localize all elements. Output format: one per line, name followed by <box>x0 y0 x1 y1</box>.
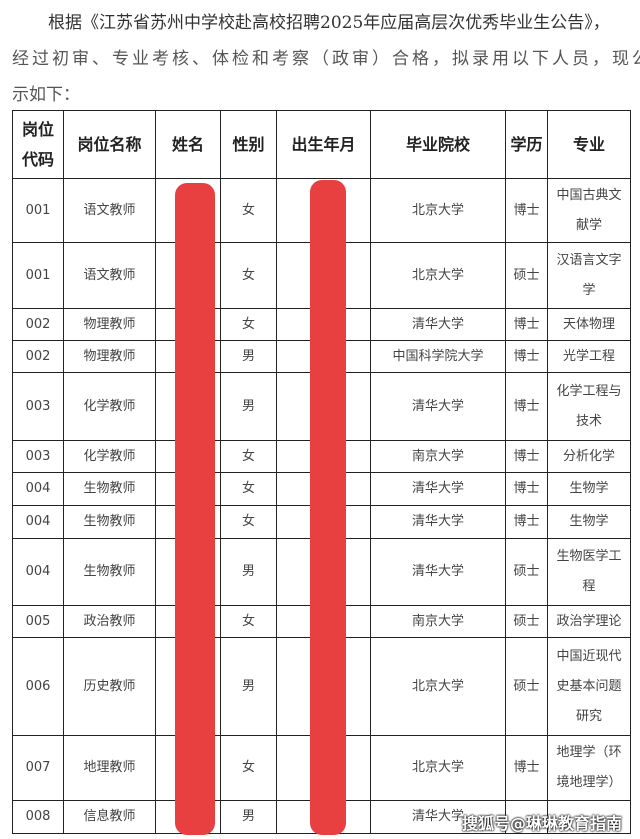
cell-post: 化学教师 <box>63 440 156 473</box>
column-header: 出生年月 <box>276 110 371 179</box>
cell-degree: 博士 <box>505 308 548 341</box>
cell-post: 物理教师 <box>63 308 156 341</box>
cell-gender: 女 <box>220 308 277 341</box>
column-header: 学历 <box>505 110 548 179</box>
cell-post: 物理教师 <box>63 340 156 373</box>
cell-degree: 博士 <box>505 472 548 506</box>
cell-major: 中国古典文献学 <box>547 178 631 243</box>
cell-school: 北京大学 <box>370 242 506 309</box>
cell-gender: 男 <box>220 538 277 606</box>
cell-school: 南京大学 <box>370 605 506 638</box>
cell-major: 化学工程与技术 <box>547 372 631 441</box>
cell-code: 003 <box>12 440 64 473</box>
cell-code: 004 <box>12 538 64 606</box>
cell-major: 生物学 <box>547 505 631 539</box>
cell-post: 化学教师 <box>63 372 156 441</box>
cell-major: 政治学理论 <box>547 605 631 638</box>
column-header: 姓名 <box>155 110 221 179</box>
cell-gender: 女 <box>220 605 277 638</box>
cell-gender: 男 <box>220 372 277 441</box>
cell-post: 信息教师 <box>63 800 156 834</box>
column-header: 岗位代码 <box>12 110 64 179</box>
cell-degree: 博士 <box>505 340 548 373</box>
cell-gender: 女 <box>220 440 277 473</box>
column-header: 专业 <box>547 110 631 179</box>
cell-degree: 博士 <box>505 440 548 473</box>
cell-major: 分析化学 <box>547 440 631 473</box>
cell-code: 001 <box>12 178 64 243</box>
cell-code: 004 <box>12 472 64 506</box>
table-row: 003 化学教师 女 南京大学 博士 分析化学 <box>12 440 631 473</box>
cell-post: 政治教师 <box>63 605 156 638</box>
cell-major: 生物医学工程 <box>547 538 631 606</box>
cell-gender: 男 <box>220 340 277 373</box>
cell-major: 光学工程 <box>547 340 631 373</box>
cell-major: 中国近现代史基本问题研究 <box>547 637 631 736</box>
cell-school: 北京大学 <box>370 178 506 243</box>
cell-degree: 博士 <box>505 505 548 539</box>
cell-code: 002 <box>12 308 64 341</box>
cell-post: 地理教师 <box>63 735 156 801</box>
column-header: 毕业院校 <box>370 110 506 179</box>
cell-major: 汉语言文字学 <box>547 242 631 309</box>
cell-school: 清华大学 <box>370 505 506 539</box>
cell-post: 生物教师 <box>63 505 156 539</box>
cell-school: 清华大学 <box>370 372 506 441</box>
cell-post: 语文教师 <box>63 242 156 309</box>
cell-post: 语文教师 <box>63 178 156 243</box>
cell-degree: 博士 <box>505 178 548 243</box>
cell-gender: 女 <box>220 505 277 539</box>
cell-gender: 女 <box>220 735 277 801</box>
table-row: 006 历史教师男北京大学 硕士 中国近现代史基本问题研究 <box>12 637 631 736</box>
intro-line-2: 经过初审、专业考核、体检和考察（政审）合格，拟录用以下人员，现公 <box>12 49 640 69</box>
cell-gender: 男 <box>220 800 277 834</box>
intro-line-1: 根据《江苏省苏州中学校赴高校招聘2025年应届高层次优秀毕业生公告》， <box>48 13 610 33</box>
column-header: 性别 <box>220 110 277 179</box>
cell-major: 生物学 <box>547 472 631 506</box>
cell-gender: 女 <box>220 472 277 506</box>
table-row: 002 物理教师 女 清华大学 博士 天体物理 <box>12 308 631 341</box>
cell-code: 007 <box>12 735 64 801</box>
cell-degree: 硕士 <box>505 637 548 736</box>
cell-code: 001 <box>12 242 64 309</box>
cell-post: 生物教师 <box>63 538 156 606</box>
cell-gender: 男 <box>220 637 277 736</box>
cell-code: 003 <box>12 372 64 441</box>
cell-degree: 博士 <box>505 735 548 801</box>
cell-post: 历史教师 <box>63 637 156 736</box>
cell-major: 地理学（环境地理学） <box>547 735 631 801</box>
cell-school: 清华大学 <box>370 472 506 506</box>
cell-code: 006 <box>12 637 64 736</box>
watermark: 搜狐号@琳琳教育指南 <box>462 814 623 833</box>
cell-school: 南京大学 <box>370 440 506 473</box>
cell-school: 北京大学 <box>370 735 506 801</box>
birth-redaction <box>310 180 346 835</box>
cell-gender: 女 <box>220 242 277 309</box>
cell-degree: 硕士 <box>505 242 548 309</box>
cell-school: 清华大学 <box>370 538 506 606</box>
cell-school: 中国科学院大学 <box>370 340 506 373</box>
cell-major <box>547 800 631 834</box>
cell-degree: 硕士 <box>505 605 548 638</box>
cell-code: 008 <box>12 800 64 834</box>
cell-degree: 博士 <box>505 372 548 441</box>
cell-major: 天体物理 <box>547 308 631 341</box>
intro-line-3: 示如下： <box>12 85 80 105</box>
cell-gender: 女 <box>220 178 277 243</box>
cell-post: 生物教师 <box>63 472 156 506</box>
cell-school: 清华大学 <box>370 800 506 834</box>
cell-code: 002 <box>12 340 64 373</box>
cell-code: 005 <box>12 605 64 638</box>
column-header: 岗位名称 <box>63 110 156 179</box>
cell-code: 004 <box>12 505 64 539</box>
cell-school: 北京大学 <box>370 637 506 736</box>
cell-school: 清华大学 <box>370 308 506 341</box>
cell-degree: 硕士 <box>505 538 548 606</box>
name-redaction <box>175 183 215 835</box>
